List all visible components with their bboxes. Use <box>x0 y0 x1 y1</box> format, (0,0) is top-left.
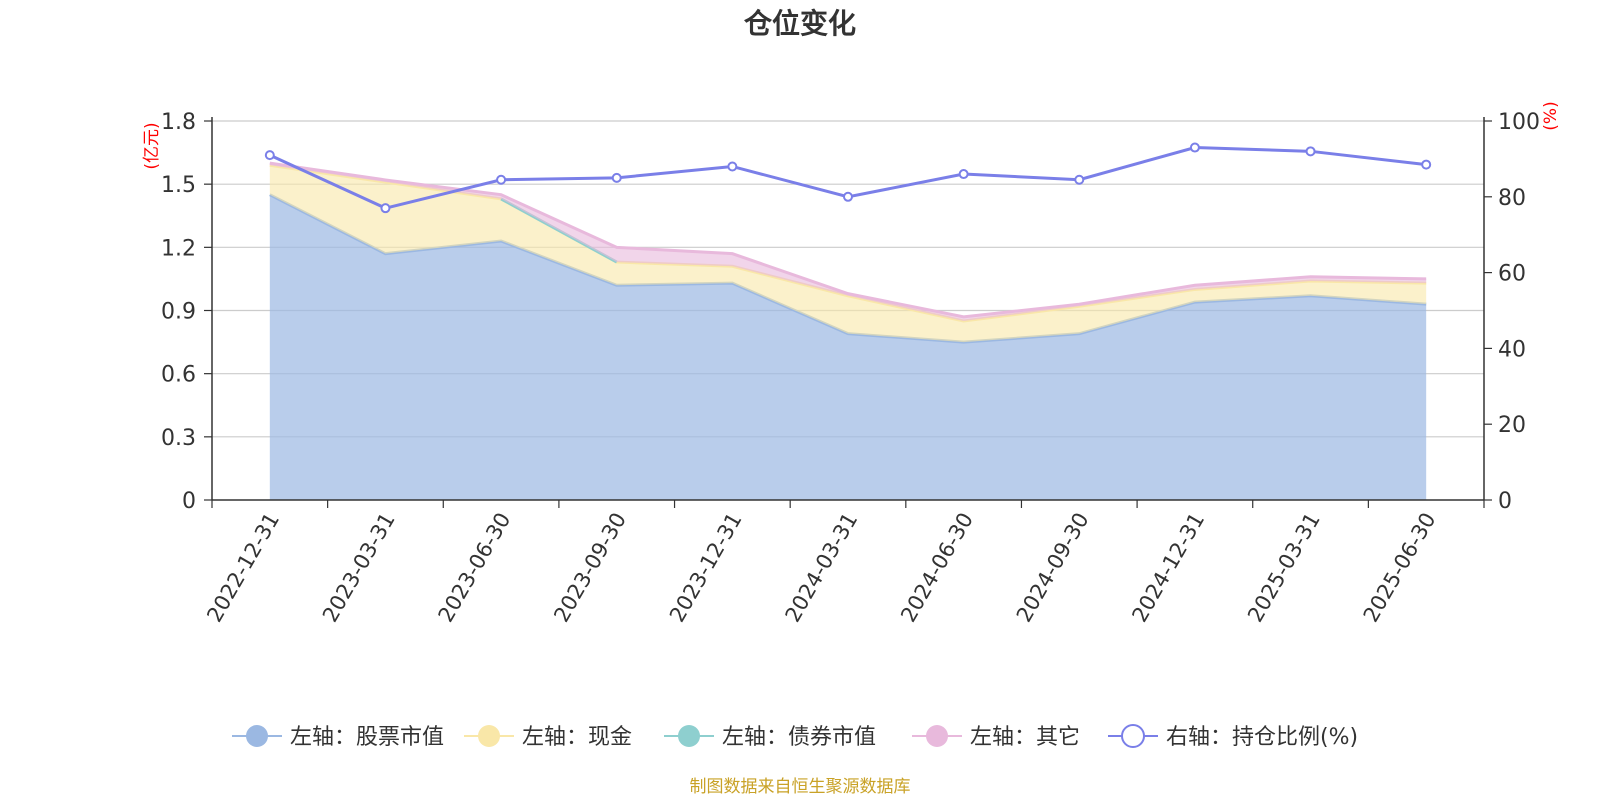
x-tick-label: 2024-12-31 <box>1127 509 1209 627</box>
x-tick-label: 2023-06-30 <box>434 509 516 627</box>
x-tick-label: 2024-06-30 <box>896 509 978 627</box>
left-tick-label: 1.8 <box>161 110 196 135</box>
chart-title: 仓位变化 <box>744 7 856 40</box>
legend-item: 左轴：债券市值 <box>664 725 876 750</box>
legend-marker <box>478 725 500 747</box>
left-tick-label: 1.2 <box>161 236 196 261</box>
right-axis-unit: (%) <box>1541 101 1561 130</box>
left-tick-label: 0.9 <box>161 300 196 325</box>
ratio-point <box>1189 142 1200 153</box>
left-axis-unit: (亿元) <box>142 122 162 169</box>
legend-marker <box>926 725 948 747</box>
legend-label: 右轴：持仓比例(%) <box>1166 725 1358 750</box>
legend: 左轴：股票市值 左轴：现金 左轴：债券市值 左轴：其它 右轴：持仓比例(%) <box>232 724 1358 750</box>
right-tick-label: 20 <box>1498 413 1526 438</box>
ratio-point <box>1421 159 1432 170</box>
x-tick-label: 2025-03-31 <box>1243 509 1325 627</box>
legend-label: 左轴：股票市值 <box>290 725 444 750</box>
x-tick-label: 2022-12-31 <box>202 509 284 627</box>
ratio-point <box>264 150 275 161</box>
legend-item: 左轴：股票市值 <box>232 725 444 750</box>
right-tick-label: 80 <box>1498 186 1526 211</box>
legend-label: 左轴：债券市值 <box>722 725 876 750</box>
ratio-point <box>958 169 969 180</box>
right-tick-label: 0 <box>1498 489 1512 514</box>
x-tick-label: 2023-12-31 <box>665 509 747 627</box>
data-source-note: 制图数据来自恒生聚源数据库 <box>690 777 911 797</box>
ratio-point <box>611 172 622 183</box>
ratio-point <box>843 191 853 202</box>
left-tick-label: 1.5 <box>161 173 196 198</box>
ratio-point <box>727 161 738 172</box>
x-tick-label: 2024-09-30 <box>1012 509 1094 627</box>
left-tick-label: 0.6 <box>161 363 196 388</box>
legend-label: 左轴：其它 <box>970 725 1080 750</box>
x-tick-label: 2023-09-30 <box>549 509 631 627</box>
area-0 <box>269 194 1427 500</box>
x-tick-label: 2023-03-31 <box>318 509 400 627</box>
right-tick-label: 60 <box>1498 262 1526 287</box>
right-tick-label: 100 <box>1498 110 1540 135</box>
legend-item: 左轴：现金 <box>464 725 632 750</box>
x-tick-label: 2025-06-30 <box>1359 509 1441 627</box>
ratio-point <box>1305 146 1316 157</box>
legend-label: 左轴：现金 <box>522 725 632 750</box>
legend-marker <box>246 725 268 747</box>
left-tick-label: 0 <box>182 489 196 514</box>
stacked-areas <box>269 161 1427 500</box>
legend-item: 右轴：持仓比例(%) <box>1108 724 1358 750</box>
ratio-point <box>496 174 507 185</box>
ratio-point <box>1074 174 1085 185</box>
legend-item: 左轴：其它 <box>912 725 1080 750</box>
x-tick-label: 2024-03-31 <box>781 509 863 627</box>
left-tick-label: 0.3 <box>161 426 196 451</box>
right-tick-label: 40 <box>1498 337 1526 362</box>
ratio-point <box>380 203 391 214</box>
legend-marker <box>1121 724 1145 748</box>
legend-marker <box>678 725 700 747</box>
position-ratio-line <box>264 142 1432 214</box>
